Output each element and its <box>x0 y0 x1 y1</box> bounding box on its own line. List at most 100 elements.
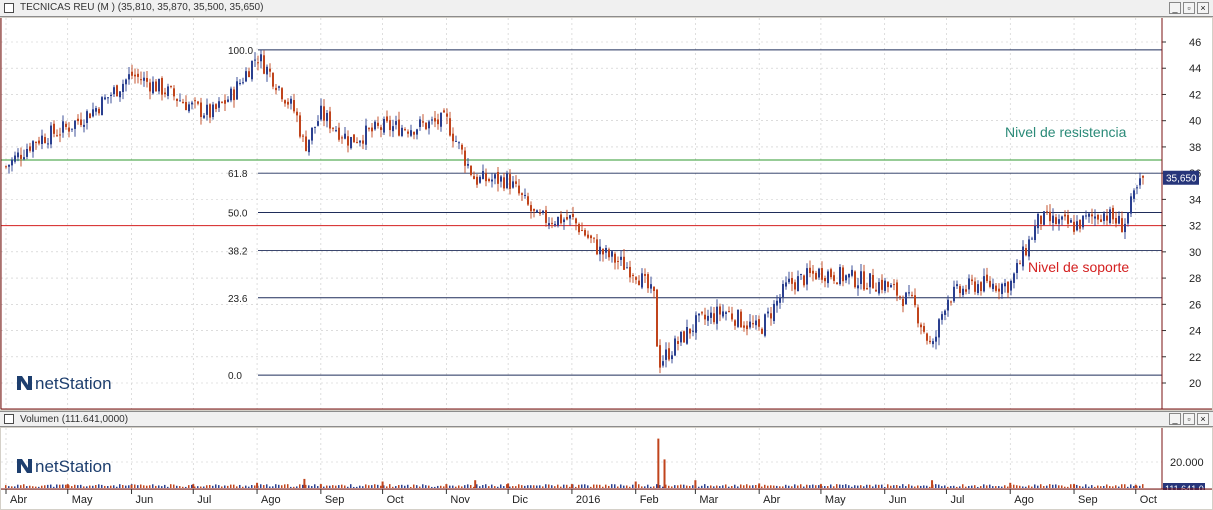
candle-body <box>725 312 727 314</box>
candle-body <box>1067 215 1069 224</box>
volume-bar <box>1046 485 1048 488</box>
candle-body <box>1112 207 1114 220</box>
candle-body <box>716 306 718 324</box>
volume-bar <box>524 485 526 488</box>
price-window-titlebar[interactable]: TECNICAS REU (M ) (35,810, 35,870, 35,50… <box>0 0 1213 17</box>
volume-bar <box>638 484 640 488</box>
candle-body <box>506 173 508 189</box>
volume-bar <box>731 486 733 488</box>
close-icon[interactable]: × <box>1197 2 1209 14</box>
candle-body <box>953 286 955 302</box>
volume-bar <box>953 485 955 488</box>
volume-bar <box>1061 485 1063 488</box>
volume-bar <box>539 485 541 488</box>
volume-bar <box>353 486 355 488</box>
volume-bar <box>305 484 307 488</box>
volume-bar <box>161 486 163 488</box>
candle-body <box>524 194 526 196</box>
candle-body <box>917 307 919 324</box>
candle-body <box>221 101 223 103</box>
volume-bar <box>914 486 916 488</box>
candle-body <box>374 121 376 130</box>
volume-bar <box>908 484 910 488</box>
volume-bar <box>570 484 573 488</box>
candle-body <box>143 77 145 81</box>
candle-body <box>587 234 589 238</box>
candle-body <box>899 296 901 298</box>
volume-bar <box>656 484 658 488</box>
candle-body <box>1133 190 1135 199</box>
minimize-icon[interactable]: _ <box>1169 2 1181 14</box>
candle-body <box>194 100 196 102</box>
restore-icon[interactable]: ▫ <box>1183 2 1195 14</box>
volume-bar <box>1025 486 1027 488</box>
volume-bar <box>1076 484 1078 488</box>
candle-body <box>461 144 463 150</box>
volume-bar <box>692 485 694 488</box>
candle-body <box>125 79 127 85</box>
volume-bar <box>818 485 820 488</box>
volume-bar <box>542 486 544 488</box>
candle-body <box>647 274 649 289</box>
candle-body <box>479 176 481 183</box>
candle-body <box>431 119 433 121</box>
volume-restore-icon[interactable]: ▫ <box>1183 413 1195 425</box>
volume-bar <box>26 486 28 488</box>
volume-bar <box>359 485 361 488</box>
volume-bar <box>551 485 553 488</box>
volume-bar <box>797 485 799 488</box>
netstation-logo-volume-icon <box>17 459 32 473</box>
candle-body <box>35 141 37 143</box>
support-label: Nivel de soporte <box>1028 259 1129 275</box>
volume-bar <box>467 484 469 488</box>
candle-body <box>164 92 166 95</box>
volume-bar <box>263 485 265 488</box>
volume-bar <box>62 484 64 488</box>
volume-bar <box>971 485 973 488</box>
volume-bar <box>428 485 430 488</box>
volume-bar <box>365 484 367 488</box>
volume-bar <box>256 482 259 488</box>
candle-body <box>98 108 100 114</box>
volume-bar <box>1134 484 1137 488</box>
volume-bar <box>104 485 106 488</box>
volume-bar <box>824 486 826 488</box>
candle-body <box>785 282 787 287</box>
candle-body <box>347 136 349 146</box>
volume-bar <box>278 484 280 488</box>
volume-bar <box>303 478 306 488</box>
volume-bar <box>296 486 298 488</box>
candle-body <box>248 71 250 78</box>
candle-body <box>413 131 415 135</box>
candle-body <box>1085 215 1087 217</box>
volume-bar <box>779 486 781 488</box>
candle-body <box>362 140 364 144</box>
candle-body <box>272 73 274 87</box>
candle-body <box>491 179 493 182</box>
volume-bar <box>8 486 10 488</box>
candle-body <box>854 271 856 288</box>
volume-bar <box>464 485 466 488</box>
candle-body <box>620 256 622 260</box>
volume-bar <box>44 485 46 488</box>
volume-bar <box>611 484 613 488</box>
volume-bar <box>416 485 418 488</box>
window-menu-icon[interactable] <box>4 3 14 13</box>
volume-window-menu-icon[interactable] <box>4 414 14 424</box>
candle-body <box>1019 263 1021 265</box>
price-plot-area[interactable] <box>1 18 1162 409</box>
volume-bar <box>1067 486 1069 488</box>
candle-body <box>1040 215 1042 224</box>
candle-body <box>14 155 16 162</box>
volume-minimize-icon[interactable]: _ <box>1169 413 1181 425</box>
volume-window-titlebar[interactable]: Volumen (111.641,0000) _ ▫ × <box>0 411 1213 427</box>
volume-plot-area[interactable] <box>1 428 1162 489</box>
volume-close-icon[interactable]: × <box>1197 413 1209 425</box>
candle-body <box>11 159 13 166</box>
candle-body <box>569 215 571 219</box>
candle-body <box>245 71 247 82</box>
volume-bar <box>473 486 475 488</box>
candle-body <box>884 280 886 291</box>
volume-bar <box>374 484 376 488</box>
